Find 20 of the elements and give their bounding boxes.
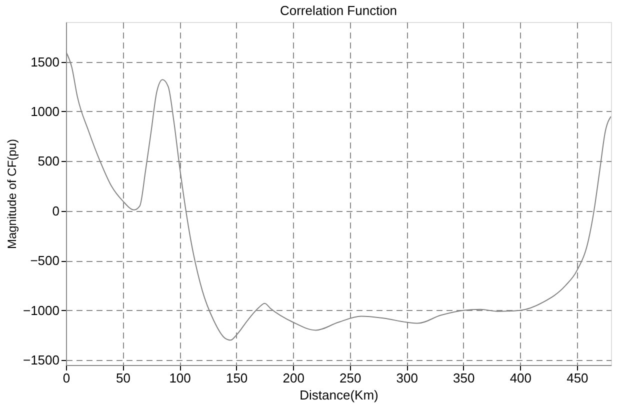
chart-title: Correlation Function [280,3,398,18]
y-tick-label: 0 [52,203,60,218]
y-tick-label: 500 [38,154,60,169]
x-tick-label: 450 [566,370,588,386]
x-tick-label: 400 [510,370,532,386]
x-tick-label: 250 [340,370,362,386]
y-tick-label: 1500 [30,54,60,70]
y-tick-label: 1000 [30,104,60,119]
x-tick-label: 150 [226,370,248,386]
x-tick-label: 300 [396,370,418,386]
x-tick-label: 350 [453,370,475,386]
y-axis-title: Magnitude of CF(pu) [4,138,19,250]
y-tick-label: −500 [30,253,60,268]
x-tick-label: 0 [62,370,70,386]
x-tick-label: 100 [169,370,191,386]
x-tick-label: 50 [116,370,131,386]
y-tick-label: −1500 [22,352,60,368]
x-axis-title: Distance(Km) [300,388,378,402]
x-tick-label: 200 [282,370,304,386]
y-tick-label: −1000 [22,302,60,318]
